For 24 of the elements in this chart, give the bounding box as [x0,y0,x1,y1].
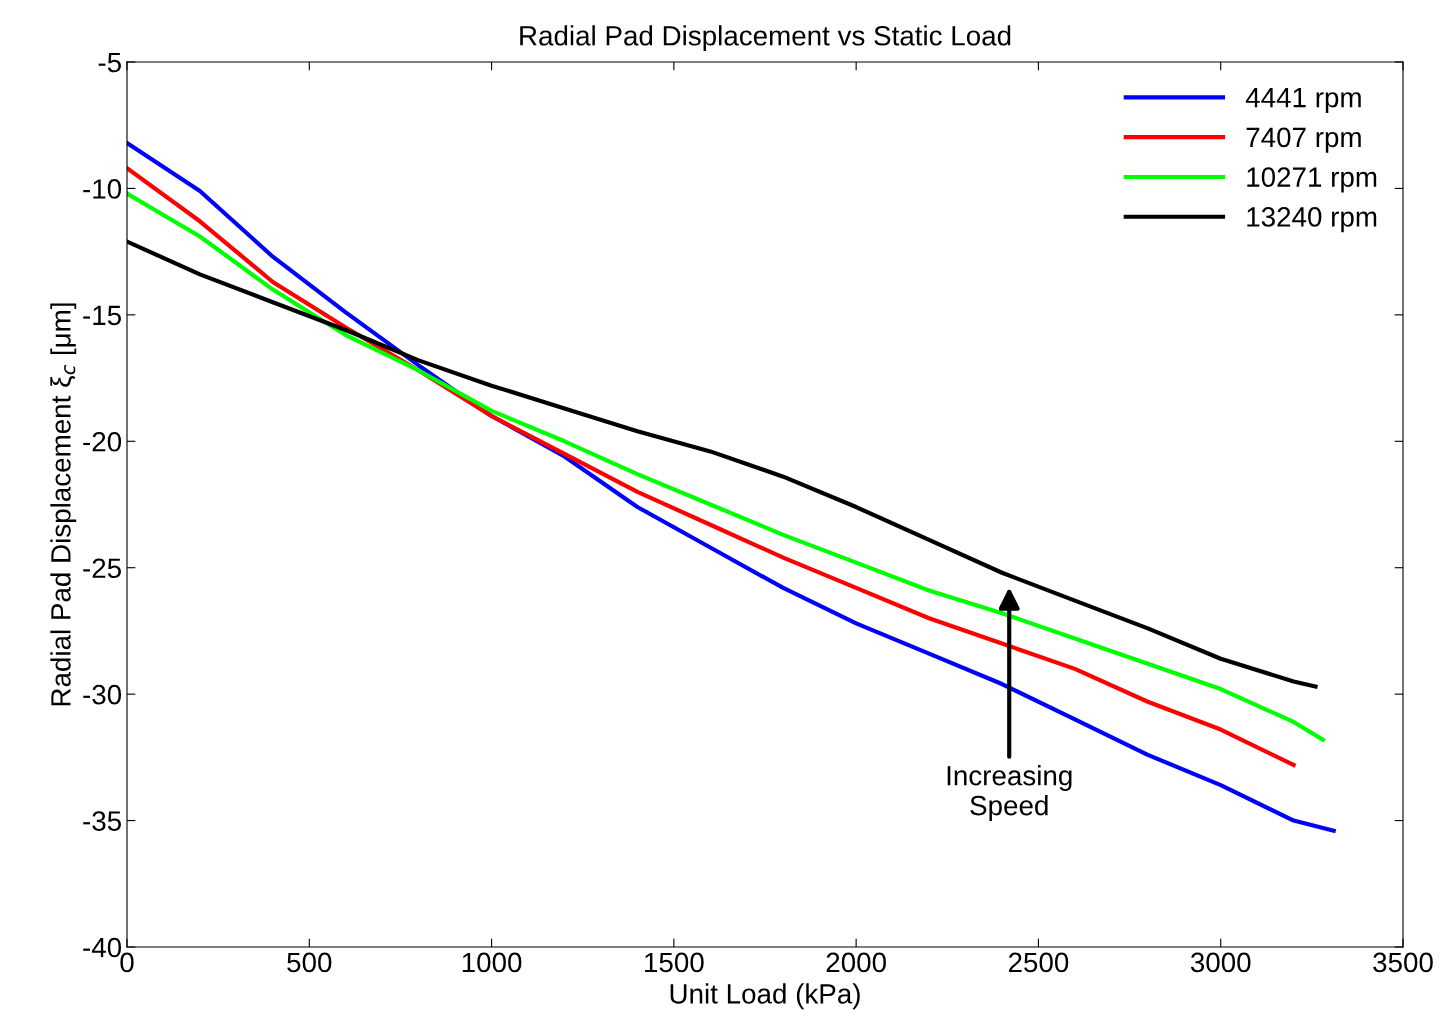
y-tick-label: -15 [83,305,121,326]
x-tick-label: 0 [120,952,134,973]
y-tick-label: -5 [98,52,121,73]
x-tick-label: 2000 [826,952,886,973]
x-tick-label: 500 [287,952,332,973]
legend-label: 13240 rpm [1247,207,1377,233]
y-tick-label: -25 [83,558,121,579]
x-tick-label: 2500 [1008,952,1069,973]
y-tick-label: -30 [83,684,122,705]
y-axis-title: Radial Pad Displacement ξ$_{c}$ [μm] [50,303,77,706]
y-tick-label: -40 [83,937,122,958]
y-tick-label: -10 [83,179,122,199]
legend-label: 4441 rpm [1245,88,1361,113]
legend-label: 7407 rpm [1246,127,1361,153]
chart-title: Radial Pad Displacement vs Static Load [520,25,1011,52]
x-axis-title: Unit Load (kPa) [670,983,860,1010]
x-tick-label: 3000 [1190,952,1251,973]
y-tick-label: -35 [83,811,121,831]
x-tick-label: 3500 [1373,952,1433,973]
legend-label: 10271 rpm [1247,167,1377,193]
x-tick-label: 1000 [462,952,522,973]
x-tick-label: 1500 [645,952,704,973]
annotation: Increasing Speed [947,765,1072,821]
y-tick-label: -20 [83,431,122,452]
